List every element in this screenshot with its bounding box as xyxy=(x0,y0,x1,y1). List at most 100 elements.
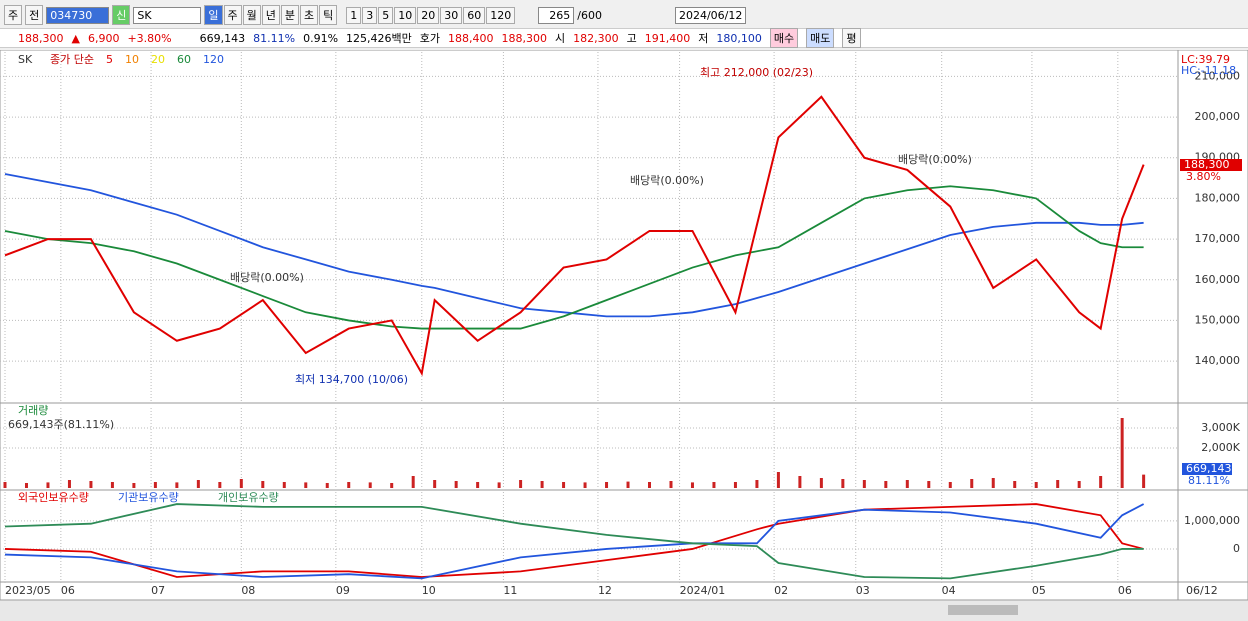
minute[interactable]: 5 xyxy=(378,6,394,24)
volume-bar xyxy=(175,482,179,488)
minute[interactable]: 30 xyxy=(440,6,463,24)
volume-bar xyxy=(1077,481,1081,488)
date[interactable]: 2024/06/12 xyxy=(674,6,747,24)
x-tick-label: 03 xyxy=(856,584,870,597)
volume-bar xyxy=(733,482,737,488)
volume-bar xyxy=(46,482,50,488)
volume-bar xyxy=(261,481,265,488)
stock-name[interactable]: SK xyxy=(133,6,202,24)
volume-bar xyxy=(1142,474,1146,488)
volume-bar xyxy=(454,481,458,488)
scrollbar[interactable] xyxy=(0,601,1248,621)
volume-bar xyxy=(605,482,609,488)
volume-bar xyxy=(153,482,157,488)
volume-bar xyxy=(583,482,587,488)
chart-bg xyxy=(0,50,1248,601)
volume-bar xyxy=(304,482,308,488)
volume-bar xyxy=(390,483,394,488)
volume-bar xyxy=(927,481,931,488)
open-label: 시 xyxy=(555,32,566,45)
x-tick-label: 06 xyxy=(61,584,75,597)
x-end-label: 06/12 xyxy=(1186,584,1218,597)
interval[interactable]: 주 xyxy=(223,5,242,25)
minute[interactable]: 20 xyxy=(417,6,440,24)
minute[interactable]: 10 xyxy=(394,6,417,24)
y-tick-label: 210,000 xyxy=(1195,69,1241,82)
scroll-thumb[interactable] xyxy=(948,605,1018,615)
y-tick-label: 2,000K xyxy=(1201,441,1240,454)
turnover: 0.91% xyxy=(303,31,339,45)
legend-item: 120 xyxy=(203,53,224,66)
minute[interactable]: 120 xyxy=(486,6,516,24)
x-tick-label: 09 xyxy=(336,584,350,597)
amount: 125,426백만 xyxy=(346,32,412,45)
volume-bar xyxy=(132,483,136,488)
volume-bar xyxy=(519,480,523,488)
annotation: 배당락(0.00%) xyxy=(630,174,704,187)
interval[interactable]: 월 xyxy=(242,5,261,25)
badge: 신 xyxy=(112,5,131,25)
interval[interactable]: 일 xyxy=(204,5,223,25)
interval[interactable]: 틱 xyxy=(319,5,338,25)
volume-bar xyxy=(991,478,995,488)
annotation: 배당락(0.00%) xyxy=(898,153,972,166)
price-tag-bg xyxy=(1180,159,1242,171)
y-tick-label: 170,000 xyxy=(1195,232,1241,245)
y-tick-label: 0 xyxy=(1233,542,1240,555)
volume-bar xyxy=(1056,480,1060,488)
x-tick-label: 04 xyxy=(942,584,956,597)
y-tick-label: 1,000,000 xyxy=(1184,514,1240,527)
volume-bar xyxy=(282,482,286,488)
buy[interactable]: 매수 xyxy=(769,28,799,48)
low: 180,100 xyxy=(716,31,762,45)
code[interactable]: 034730 xyxy=(46,6,110,24)
volume-bar xyxy=(562,482,566,488)
chart: 140,000150,000160,000170,000180,000190,0… xyxy=(0,50,1248,621)
volume-bar xyxy=(497,482,501,488)
x-tick-label: 07 xyxy=(151,584,165,597)
volume-bar xyxy=(239,479,243,488)
vol-tag-bg xyxy=(1182,463,1232,475)
bid: 188,300 xyxy=(501,31,548,45)
legend-item: 외국인보유수량 xyxy=(18,491,89,504)
legend-item: 10 xyxy=(125,53,139,66)
price: 188,300 xyxy=(18,31,64,45)
volume-bar xyxy=(325,483,329,488)
prev[interactable]: 전 xyxy=(25,5,44,25)
ask: 188,400 xyxy=(448,31,494,45)
total: /600 xyxy=(577,8,602,22)
annotation: 배당락(0.00%) xyxy=(230,271,304,284)
volume-bar xyxy=(669,481,673,488)
sell[interactable]: 매도 xyxy=(806,28,835,48)
period-type[interactable]: 주 xyxy=(4,5,23,25)
interval[interactable]: 초 xyxy=(300,5,319,25)
volume-bar xyxy=(776,472,780,488)
x-tick-label: 02 xyxy=(774,584,788,597)
avg[interactable]: 평 xyxy=(842,28,861,48)
annotation: 최고 212,000 (02/23) xyxy=(700,66,813,79)
y-tick-label: 180,000 xyxy=(1195,191,1241,204)
minute[interactable]: 60 xyxy=(463,6,486,24)
interval[interactable]: 분 xyxy=(280,5,299,25)
volume-bar xyxy=(433,480,437,488)
right-label: LC:39.79 xyxy=(1181,53,1230,66)
series-line xyxy=(4,503,1144,580)
price-tag: 188,300 xyxy=(1184,158,1230,171)
count[interactable]: 265 xyxy=(538,6,575,24)
minute[interactable]: 1 xyxy=(346,6,362,24)
high: 191,400 xyxy=(644,31,691,45)
panel-title: 거래량 xyxy=(18,404,48,417)
interval[interactable]: 년 xyxy=(261,5,280,25)
x-tick-label: 05 xyxy=(1032,584,1046,597)
volume-bar xyxy=(690,482,694,488)
legend-item: 5 xyxy=(106,53,113,66)
quote-bar: 188,300 ▲ 6,900 +3.80% 669,143 81.11% 0.… xyxy=(0,28,1248,48)
volume-bar xyxy=(540,481,544,488)
volume-bar xyxy=(368,482,372,488)
high-label: 고 xyxy=(626,32,637,45)
x-tick-label: 08 xyxy=(241,584,255,597)
minute[interactable]: 3 xyxy=(362,6,378,24)
